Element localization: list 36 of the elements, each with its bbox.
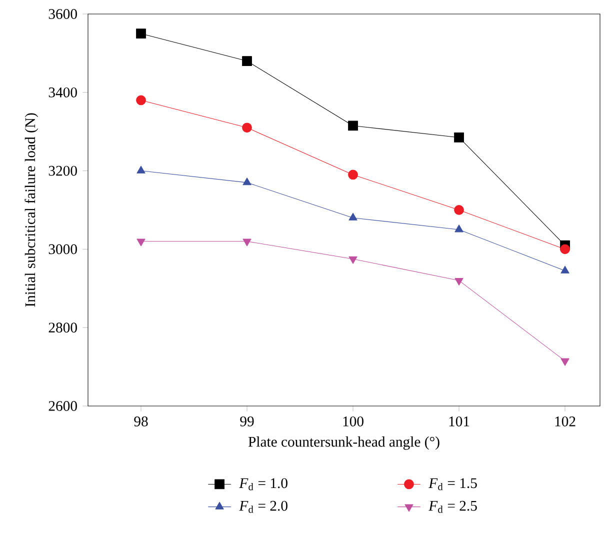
point — [242, 238, 252, 246]
point — [136, 95, 146, 106]
y-axis-title: Initial subcritical failure load (N) — [24, 113, 38, 307]
y-tick-label: 3600 — [48, 9, 77, 19]
x-tick-label: 100 — [343, 416, 364, 426]
point — [348, 170, 358, 180]
x-axis-title: Plate countersunk-head angle (°) — [248, 436, 440, 450]
point — [560, 266, 570, 274]
point — [454, 278, 464, 286]
point — [454, 205, 464, 215]
x-tick-label: 99 — [240, 416, 254, 426]
legend-label: F$_{d}$ = 1.0 — [239, 478, 288, 490]
y-tick-label: 3400 — [48, 87, 77, 98]
point — [136, 166, 146, 174]
point — [348, 256, 358, 264]
point — [136, 28, 146, 39]
legend-label: F$_{d}$ = 2.5 — [428, 500, 477, 513]
x-tick-label: 98 — [134, 416, 148, 426]
y-tick-label: 3000 — [48, 244, 77, 254]
legend-label: F$_{d}$ = 2.0 — [239, 500, 288, 513]
point — [348, 212, 358, 220]
point — [560, 358, 570, 366]
point — [242, 122, 252, 133]
legend-label: F$_{d}$ = 1.5 — [428, 478, 477, 490]
y-tick-label: 2600 — [48, 401, 77, 411]
point — [348, 120, 358, 131]
point — [242, 178, 252, 186]
point — [242, 56, 252, 66]
point — [136, 238, 146, 246]
point — [454, 224, 464, 232]
point — [560, 244, 570, 254]
x-tick-label: 102 — [555, 416, 576, 426]
point — [454, 132, 464, 142]
y-tick-label: 2800 — [48, 322, 77, 333]
y-tick-label: 3200 — [48, 166, 77, 176]
x-tick-label: 101 — [449, 416, 470, 426]
